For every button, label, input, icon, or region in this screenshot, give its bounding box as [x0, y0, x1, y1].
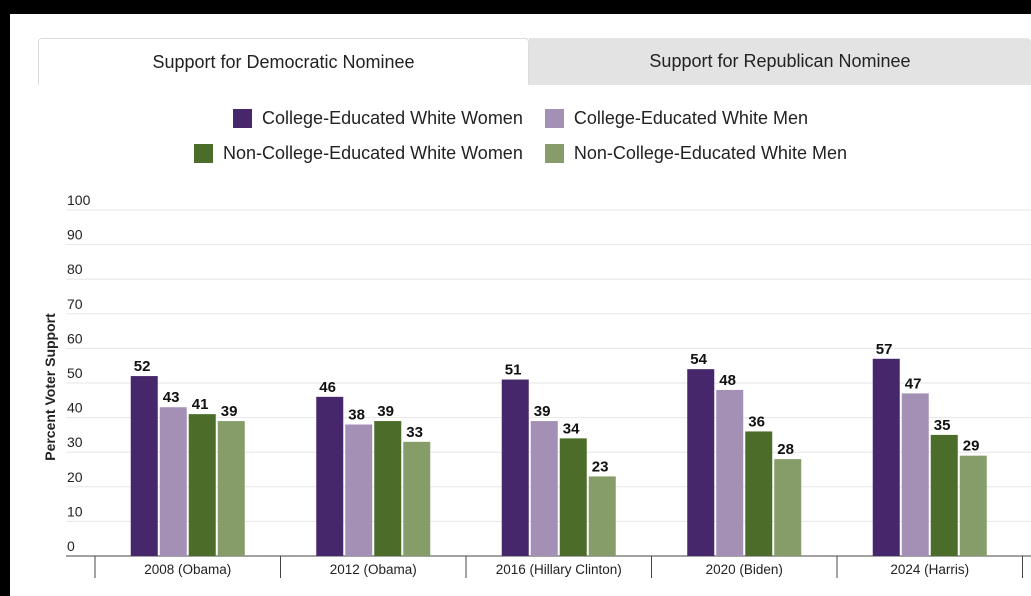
x-tick-label: 2020 (Biden) — [706, 562, 783, 577]
data-label: 48 — [719, 372, 736, 389]
x-tick-label: 2008 (Obama) — [144, 562, 231, 577]
legend-row-noncollege: Non-College-Educated White Women Non-Col… — [194, 143, 847, 164]
y-tick-label: 50 — [67, 365, 83, 381]
y-tick-label: 20 — [67, 469, 83, 485]
data-label: 34 — [563, 420, 580, 437]
bar — [130, 376, 158, 556]
x-tick-label: 2024 (Harris) — [890, 562, 969, 577]
legend-item-college-women[interactable]: College-Educated White Women — [233, 108, 523, 129]
data-label: 39 — [377, 403, 394, 420]
legend-item-noncollege-women[interactable]: Non-College-Educated White Women — [194, 143, 523, 164]
data-label: 46 — [319, 379, 336, 396]
data-label: 23 — [592, 458, 609, 475]
bar — [188, 414, 216, 556]
y-tick-label: 90 — [67, 227, 83, 243]
bar-chart: Percent Voter Support 0 10 20 30 40 50 60 70 80 9… — [42, 192, 1031, 578]
data-label: 52 — [134, 358, 151, 375]
bar — [501, 379, 529, 556]
y-tick-label: 0 — [67, 538, 75, 554]
legend-item-noncollege-men[interactable]: Non-College-Educated White Men — [544, 143, 847, 164]
legend-row-college: College-Educated White Women College-Edu… — [233, 108, 808, 129]
legend-swatch-noncollege-men — [544, 144, 564, 163]
y-tick-label: 40 — [67, 400, 83, 416]
bar — [588, 476, 616, 556]
x-tick-label: 2012 (Obama) — [330, 562, 417, 577]
bar — [901, 393, 929, 556]
bar — [872, 358, 900, 556]
bar — [959, 455, 987, 556]
data-label: 54 — [690, 351, 707, 368]
bar — [403, 441, 431, 556]
legend-label-noncollege-men: Non-College-Educated White Men — [573, 143, 847, 163]
x-tick-label: 2016 (Hillary Clinton) — [496, 562, 622, 577]
data-label: 43 — [163, 389, 180, 406]
legend-swatch-college-women — [233, 109, 253, 128]
y-tick-label: 100 — [67, 192, 91, 208]
data-label: 33 — [406, 424, 423, 441]
bar — [159, 407, 187, 556]
data-label: 47 — [905, 375, 922, 392]
data-label: 57 — [876, 341, 893, 358]
data-label: 29 — [963, 438, 980, 455]
bar — [687, 369, 715, 556]
data-label: 51 — [505, 362, 522, 379]
bar — [374, 421, 402, 556]
data-label: 28 — [777, 441, 794, 458]
y-tick-label: 10 — [67, 503, 83, 519]
bar — [774, 459, 802, 556]
bar — [345, 424, 373, 556]
y-axis-title: Percent Voter Support — [42, 313, 58, 461]
data-label: 39 — [221, 403, 238, 420]
legend-item-college-men[interactable]: College-Educated White Men — [544, 108, 808, 129]
legend-label-noncollege-women: Non-College-Educated White Women — [223, 143, 523, 163]
data-label: 36 — [748, 413, 765, 430]
chart-legend: College-Educated White Women College-Edu… — [10, 108, 1031, 164]
bar — [316, 396, 344, 556]
bar — [930, 434, 958, 556]
bar — [716, 389, 744, 556]
chart-panel: Support for Democratic Nominee Support f… — [10, 14, 1031, 596]
y-tick-label: 80 — [67, 261, 83, 277]
data-label: 35 — [934, 417, 951, 434]
tab-democratic-nominee[interactable]: Support for Democratic Nominee — [38, 38, 529, 85]
legend-swatch-noncollege-women — [194, 144, 214, 163]
bar — [530, 421, 558, 556]
tab-bar: Support for Democratic Nominee Support f… — [38, 38, 1031, 85]
y-tick-label: 70 — [67, 296, 83, 312]
data-label: 38 — [348, 407, 365, 424]
legend-label-college-women: College-Educated White Women — [262, 108, 523, 128]
y-tick-label: 60 — [67, 330, 83, 346]
bar — [745, 431, 773, 556]
legend-swatch-college-men — [544, 109, 564, 128]
data-label: 39 — [534, 403, 551, 420]
bar — [559, 438, 587, 556]
tab-republican-nominee[interactable]: Support for Republican Nominee — [529, 38, 1031, 85]
legend-label-college-men: College-Educated White Men — [573, 108, 808, 128]
data-label: 41 — [192, 396, 209, 413]
y-tick-label: 30 — [67, 434, 83, 450]
bar — [217, 421, 245, 556]
